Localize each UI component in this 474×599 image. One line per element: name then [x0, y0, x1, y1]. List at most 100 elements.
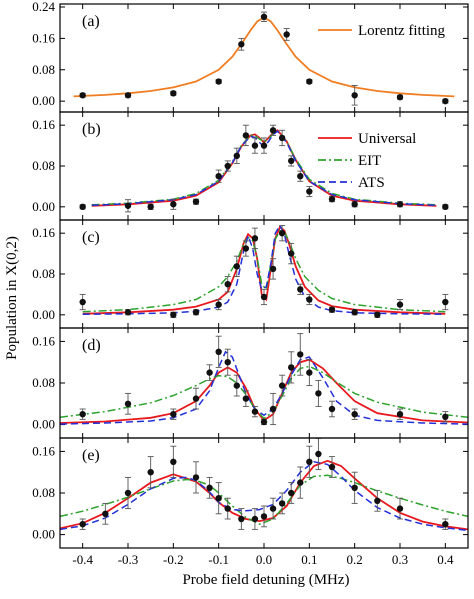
data-point-b-16: [328, 195, 336, 203]
data-point-b-9: [251, 142, 259, 149]
data-point-a-3: [215, 78, 222, 85]
data-point-d-10: [260, 418, 268, 426]
x-tick-label-4: 0.0: [256, 552, 272, 567]
data-point-d-2: [170, 411, 177, 418]
data-point-e-8: [224, 505, 231, 512]
data-point-b-11: [269, 127, 277, 134]
data-point-b-1: [124, 202, 132, 209]
y-tick-label-b-2: 0.16: [32, 117, 55, 132]
data-point-d-0: [79, 411, 86, 418]
data-point-c-0: [79, 298, 86, 306]
data-point-a-9: [396, 94, 404, 101]
data-point-a-6: [283, 31, 290, 38]
y-tick-label-c-2: 0.16: [32, 225, 55, 240]
data-point-c-6: [233, 263, 240, 270]
panel-label-b: (b): [82, 121, 101, 138]
data-point-b-17: [351, 201, 358, 208]
data-point-c-1: [124, 309, 132, 316]
data-point-c-11: [278, 230, 286, 237]
data-point-b-10: [260, 142, 268, 149]
data-point-d-13: [288, 364, 295, 371]
series-eit-c: [82, 229, 446, 313]
data-point-c-2: [170, 311, 177, 318]
y-tick-label-a-3: 0.24: [32, 0, 55, 14]
data-point-b-14: [297, 173, 304, 180]
data-point-e-20: [374, 497, 381, 504]
data-point-e-19: [351, 484, 358, 491]
data-point-e-0: [79, 521, 86, 528]
data-point-d-17: [328, 405, 336, 413]
data-point-c-7: [242, 245, 250, 252]
data-point-b-7: [233, 152, 240, 159]
x-tick-label-2: -0.2: [163, 552, 184, 567]
data-point-d-19: [396, 411, 404, 418]
data-point-d-6: [224, 359, 231, 366]
legend-label-eit: EIT: [358, 153, 381, 169]
x-axis-label: Probe field detuning (MHz): [182, 572, 349, 588]
data-point-d-15: [306, 369, 313, 376]
data-point-c-17: [374, 311, 381, 318]
data-point-d-5: [215, 348, 222, 355]
y-tick-label-e-2: 0.16: [32, 443, 55, 458]
data-point-d-20: [442, 413, 449, 420]
series-eit-d: [59, 365, 469, 420]
panel-c: 0.00 0.08 0.16 (c): [32, 219, 469, 329]
data-point-e-15: [297, 479, 304, 486]
data-point-c-15: [328, 306, 336, 313]
data-point-c-19: [442, 298, 449, 306]
data-point-b-13: [288, 157, 295, 165]
panel-d: 0.00 0.08 0.16 (d): [32, 327, 469, 439]
panel-label-c: (c): [82, 229, 100, 246]
data-point-e-14: [288, 489, 295, 497]
data-point-e-6: [206, 484, 213, 491]
data-point-d-4: [206, 369, 213, 376]
data-point-e-16: [306, 458, 313, 465]
y-tick-label-a-1: 0.08: [32, 62, 55, 77]
data-point-e-2: [124, 489, 132, 497]
x-tick-label-0: -0.4: [72, 552, 93, 567]
x-tick-label-8: 0.4: [437, 552, 454, 567]
legend-label-ats: ATS: [358, 175, 385, 191]
series-ats-d: [59, 350, 469, 425]
data-point-c-13: [297, 286, 304, 293]
data-point-e-12: [269, 505, 277, 512]
legend-label-universal: Universal: [358, 131, 416, 147]
series-eit-b: [91, 130, 437, 206]
y-tick-label-c-1: 0.08: [32, 266, 55, 281]
y-tick-label-e-0: 0.00: [32, 527, 55, 542]
y-tick-label-d-1: 0.08: [32, 375, 55, 390]
panel-a: 0.00 0.08 0.16 0.24 (a) Lorentz fitting: [32, 0, 469, 113]
data-point-c-12: [288, 250, 295, 257]
data-point-e-17: [315, 450, 322, 458]
data-point-c-4: [215, 301, 222, 308]
data-point-d-9: [251, 408, 259, 415]
data-point-a-10: [442, 97, 449, 105]
data-point-b-4: [192, 198, 200, 205]
panel-b: 0.00 0.08 0.16 (b) Universal EIT ATS: [32, 111, 469, 221]
data-point-d-12: [278, 382, 286, 389]
x-tick-label-6: 0.2: [347, 552, 363, 567]
data-point-b-15: [306, 188, 313, 195]
data-point-b-8: [242, 132, 250, 139]
data-point-b-3: [170, 201, 177, 208]
panel-label-d: (d): [82, 337, 101, 354]
data-point-a-4: [238, 41, 245, 48]
data-point-a-7: [306, 78, 313, 85]
series-universal-e: [59, 459, 469, 531]
data-point-c-3: [192, 309, 200, 316]
data-point-e-1: [102, 510, 109, 517]
data-point-d-18: [351, 411, 358, 418]
data-point-d-3: [192, 395, 200, 402]
data-point-c-16: [351, 309, 358, 316]
data-point-d-11: [269, 405, 277, 413]
data-point-a-0: [79, 92, 86, 99]
y-tick-label-d-2: 0.16: [32, 333, 55, 348]
data-point-e-3: [147, 469, 154, 476]
data-point-e-22: [442, 521, 449, 528]
data-point-a-5: [260, 13, 268, 21]
data-point-e-11: [260, 513, 268, 520]
x-tick-label-1: -0.3: [118, 552, 139, 567]
y-tick-label-c-0: 0.00: [32, 307, 55, 322]
